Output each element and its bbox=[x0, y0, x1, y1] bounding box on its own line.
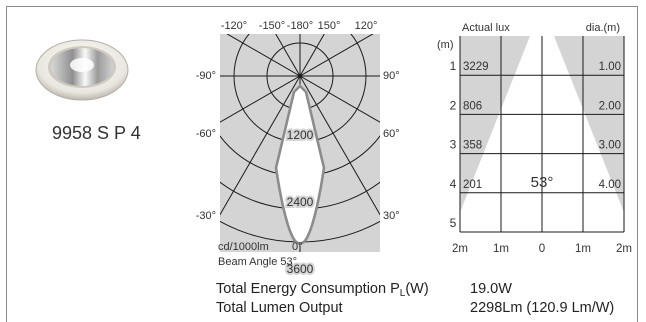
right-angle-label: 30° bbox=[383, 210, 400, 222]
actual-lux-title: Actual lux bbox=[462, 22, 510, 34]
unit-label: cd/1000lm bbox=[218, 241, 269, 253]
diameter-value: 3.00 bbox=[599, 140, 621, 152]
diameter-value: 4.00 bbox=[599, 179, 621, 191]
top-angle-label: 150° bbox=[318, 20, 341, 32]
distance-x-label: 1m bbox=[575, 243, 591, 255]
cone-shade-right bbox=[554, 36, 624, 213]
model-number: 9958 S P 4 bbox=[52, 123, 141, 143]
power-value: 19.0W bbox=[470, 281, 512, 297]
cone-labels: 1 3229 1.00 2 806 2.00 3 358 3.00 4 201 4.00 5 2m 1m 0 1… bbox=[450, 59, 632, 255]
distance-x-label: 1m bbox=[493, 243, 509, 255]
radial-value-label: 3600 bbox=[287, 262, 314, 276]
diameter-title: dia.(m) bbox=[586, 22, 620, 34]
left-angle-label: -30° bbox=[196, 210, 216, 222]
top-angle-label: -180° bbox=[287, 20, 313, 32]
top-angle-label: -150° bbox=[259, 20, 285, 32]
lumen-label: Total Lumen Output bbox=[216, 300, 343, 316]
top-angle-label: 120° bbox=[355, 20, 378, 32]
zero-angle-label: 0° bbox=[292, 241, 303, 253]
cone-shade-left bbox=[460, 36, 530, 213]
radial-value-label: 1200 bbox=[287, 128, 314, 142]
spec-table: Total Energy Consumption PL(W) 19.0W Tot… bbox=[216, 281, 636, 319]
distance-label: 4 bbox=[450, 177, 457, 191]
polar-labels: -120° -150° -180° 150° 120° -90° -60° -30° 90° 60… bbox=[196, 20, 400, 276]
distance-label: 1 bbox=[450, 59, 457, 73]
cone-angle-label: 53° bbox=[531, 174, 554, 191]
downlight-fixture-icon bbox=[35, 39, 129, 101]
top-angle-label: -120° bbox=[221, 20, 247, 32]
polar-plot-area: -120° -150° -180° 150° 120° -90° -60° -30° 90° 60… bbox=[196, 20, 400, 276]
polar-candela-diagram: -120° -150° -180° 150° 120° -90° -60° -30° 90° 60… bbox=[196, 20, 400, 276]
power-label: Total Energy Consumption PL(W) bbox=[216, 281, 429, 299]
lux-value: 358 bbox=[463, 140, 482, 152]
beam-angle-label: Beam Angle 53° bbox=[218, 256, 297, 268]
distance-x-label: 2m bbox=[616, 243, 632, 255]
right-angle-label: 60° bbox=[383, 128, 400, 140]
photometric-sheet bbox=[6, 6, 638, 322]
lux-value: 3229 bbox=[463, 61, 489, 73]
distance-x-label: 2m bbox=[452, 243, 468, 255]
distance-x-label: 0 bbox=[539, 243, 545, 255]
diameter-value: 1.00 bbox=[599, 61, 621, 73]
spec-row-power: Total Energy Consumption PL(W) 19.0W bbox=[216, 281, 636, 300]
spec-row-lumen: Total Lumen Output 2298Lm (120.9 Lm/W) bbox=[216, 300, 636, 319]
lux-value: 201 bbox=[463, 179, 482, 191]
distance-label: 2 bbox=[450, 98, 457, 112]
left-angle-label: -60° bbox=[196, 128, 216, 140]
distance-unit: (m) bbox=[437, 39, 454, 51]
distance-label: 5 bbox=[450, 216, 457, 230]
lumen-value: 2298Lm (120.9 Lm/W) bbox=[470, 300, 615, 316]
radial-value-label: 2400 bbox=[287, 195, 314, 209]
candela-curve bbox=[274, 84, 326, 246]
distance-label: 3 bbox=[450, 138, 457, 152]
illuminance-cone-diagram: Actual lux dia.(m) (m) 1 3229 1.00 2 806 2.00… bbox=[437, 22, 632, 255]
cone-grid bbox=[459, 36, 625, 233]
left-angle-label: -90° bbox=[196, 70, 216, 82]
diameter-value: 2.00 bbox=[599, 100, 621, 112]
lux-value: 806 bbox=[463, 100, 482, 112]
right-angle-label: 90° bbox=[383, 70, 400, 82]
